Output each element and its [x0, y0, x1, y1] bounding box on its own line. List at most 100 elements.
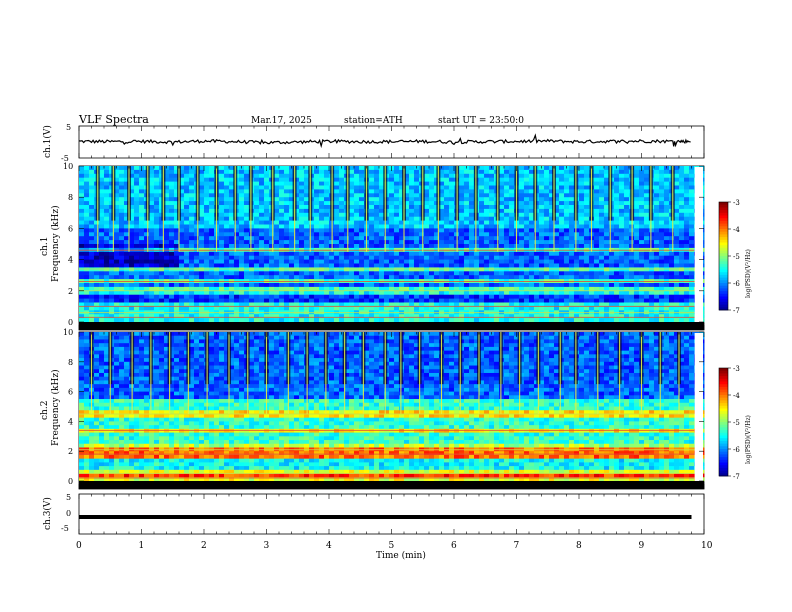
- spectrogram-cell: [259, 212, 265, 218]
- spectrogram-cell: [99, 318, 105, 323]
- spectrogram-cell: [379, 259, 385, 264]
- spectrogram-cell: [369, 185, 375, 190]
- spectrogram-cell: [514, 283, 520, 288]
- spectrogram-cell: [319, 220, 325, 225]
- spectrogram-cell: [594, 228, 600, 233]
- spectrogram-cell: [584, 185, 590, 190]
- spectrogram-cell: [339, 302, 345, 307]
- spectrogram-cell: [399, 232, 405, 237]
- spectrogram-cell: [554, 302, 560, 307]
- spectrogram-cell: [544, 173, 550, 179]
- spectrogram-cell: [169, 177, 175, 182]
- spectrogram-cell: [154, 224, 160, 229]
- spectrogram-cell: [134, 298, 140, 303]
- spectrogram-cell: [519, 236, 525, 241]
- spectrogram-cell: [304, 173, 310, 179]
- spectrogram-cell: [564, 263, 570, 268]
- spectrogram-cell: [184, 306, 190, 311]
- spectrogram-cell: [369, 216, 375, 221]
- spectrogram-cell: [589, 306, 595, 311]
- spectrogram-cell: [529, 251, 535, 257]
- spectrogram-cell: [269, 224, 275, 229]
- spectrogram-cell: [124, 244, 130, 249]
- spectrogram-cell: [349, 244, 355, 249]
- spectrogram-cell: [224, 189, 230, 194]
- spectrogram-cell: [79, 263, 85, 268]
- spectrogram-cell: [544, 240, 550, 245]
- spectrogram-cell: [274, 251, 280, 257]
- spectrogram-cell: [419, 294, 425, 299]
- spectrogram-cell: [399, 263, 405, 268]
- spectrogram-cell: [299, 197, 305, 202]
- spectrogram-cell: [634, 286, 640, 292]
- spectrogram-cell: [134, 271, 140, 276]
- spectrogram-cell: [159, 255, 165, 260]
- spectrogram-cell: [659, 185, 665, 190]
- spectrogram-cell: [399, 286, 405, 292]
- spectrogram-cell: [169, 283, 175, 288]
- spectrogram-cell: [359, 208, 365, 214]
- spectrogram-cell: [424, 220, 430, 225]
- spectrogram-cell: [339, 236, 345, 241]
- spectrogram-cell: [104, 259, 110, 264]
- spectrogram-cell: [529, 302, 535, 307]
- spectrogram-cell: [654, 169, 660, 175]
- spectrogram-cell: [419, 275, 425, 280]
- spectrogram-cell: [684, 208, 690, 214]
- spectrogram-cell: [444, 251, 450, 257]
- spectrogram-cell: [259, 224, 265, 229]
- spectrogram-cell: [409, 244, 415, 249]
- spectrogram-cell: [559, 255, 565, 260]
- spectrogram-cell: [424, 228, 430, 233]
- spectrogram-cell: [109, 232, 115, 237]
- spectrogram-cell: [544, 286, 550, 292]
- spectrogram-cell: [594, 201, 600, 206]
- spectrogram-cell: [314, 240, 320, 245]
- spectrogram-cell: [584, 169, 590, 175]
- spectrogram-cell: [394, 267, 400, 272]
- spectrogram-cell: [634, 197, 640, 202]
- spectrogram-cell: [409, 220, 415, 225]
- spectrogram-cell: [289, 318, 295, 323]
- spectrogram-cell: [199, 166, 205, 171]
- spectrogram-cell: [574, 232, 580, 237]
- spectrogram-cell: [239, 275, 245, 280]
- spectrogram-cell: [614, 251, 620, 257]
- spectrogram-cell: [669, 244, 675, 249]
- spectrogram-cell: [504, 318, 510, 323]
- spectrogram-cell: [314, 271, 320, 276]
- spectrogram-cell: [564, 224, 570, 229]
- spectrogram-cell: [229, 314, 235, 319]
- spectrogram-cell: [509, 318, 515, 323]
- spectrogram-cell: [159, 314, 165, 319]
- spectrogram-cell: [209, 189, 215, 194]
- spectrogram-cell: [389, 255, 395, 260]
- spectrogram-cell: [304, 271, 310, 276]
- spectrogram-cell: [659, 181, 665, 186]
- spectrogram-cell: [519, 189, 525, 194]
- spectrogram-cell: [104, 251, 110, 257]
- spectrogram-cell: [439, 212, 445, 218]
- spectrogram-cell: [579, 193, 585, 198]
- spectrogram-cell: [354, 306, 360, 311]
- spectrogram-cell: [474, 244, 480, 249]
- spectrogram-cell: [344, 228, 350, 233]
- spectrogram-cell: [169, 275, 175, 280]
- spectrogram-cell: [674, 169, 680, 175]
- spectrogram-cell: [264, 259, 270, 264]
- spectrogram-cell: [589, 271, 595, 276]
- spectrogram-cell: [654, 244, 660, 249]
- spectrogram-cell: [279, 197, 285, 202]
- spectrogram-cell: [174, 267, 180, 272]
- spectrogram-cell: [149, 302, 155, 307]
- spectrogram-cell: [634, 216, 640, 221]
- spectrogram-cell: [479, 201, 485, 206]
- spectrogram-cell: [139, 314, 145, 319]
- spectrogram-cell: [464, 290, 470, 296]
- spectrogram-cell: [84, 216, 90, 221]
- spectrogram-cell: [369, 298, 375, 303]
- spectrogram-cell: [274, 185, 280, 190]
- spectrogram-cell: [574, 255, 580, 260]
- spectrogram-cell: [204, 255, 210, 260]
- spectrogram-cell: [99, 244, 105, 249]
